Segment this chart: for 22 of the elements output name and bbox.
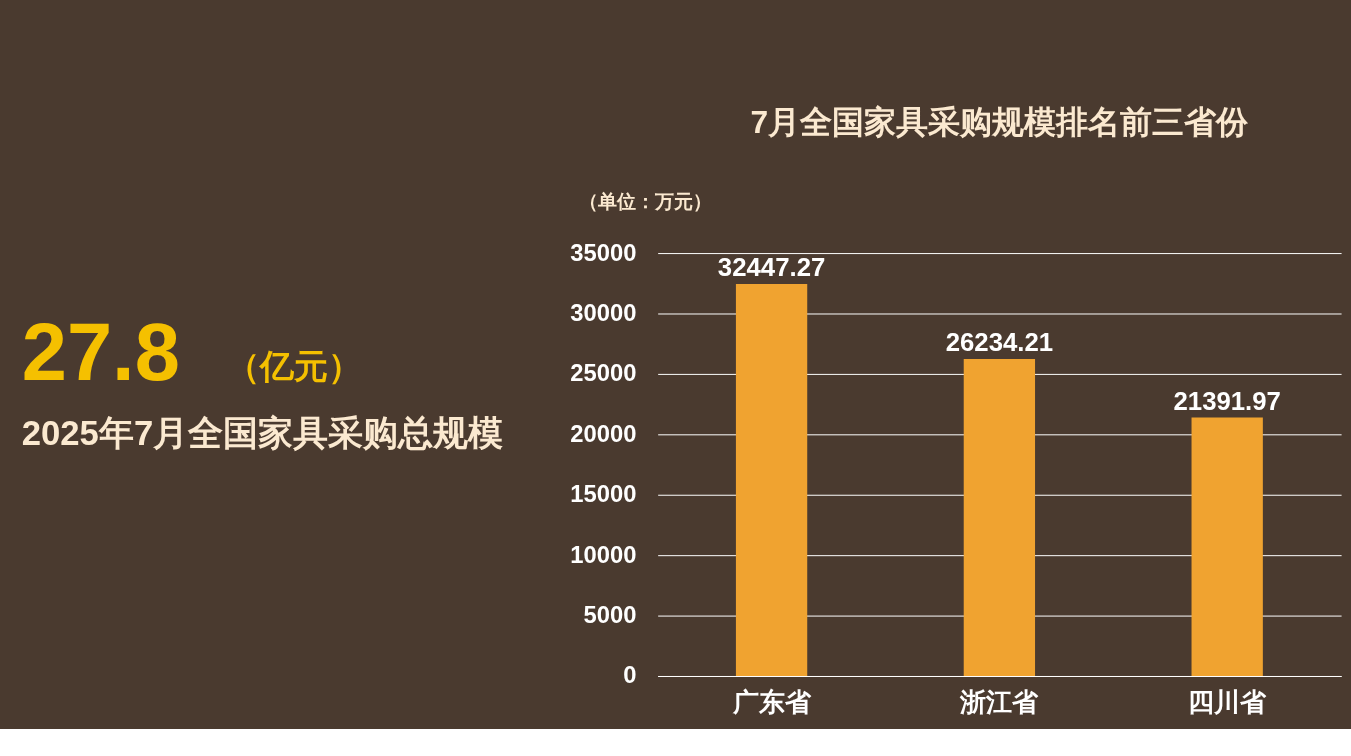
bar: [735, 283, 808, 676]
y-tick-label: 25000: [570, 359, 637, 387]
y-tick-label: 35000: [570, 238, 637, 266]
y-tick-label: 0: [623, 661, 637, 689]
bar: [963, 359, 1036, 676]
chart-title: 7月全国家具采购规模排名前三省份: [750, 104, 1250, 141]
data-label: 26234.21: [945, 328, 1054, 357]
text: 2025年7月全国家具采购总规模: [21, 414, 504, 453]
x-tick-label: 浙江省: [959, 688, 1040, 717]
x-tick-label: 四川省: [1188, 688, 1268, 717]
text: 27.8: [21, 305, 180, 397]
y-tick-label: 10000: [570, 540, 637, 568]
y-axis-title: （单位：万元）: [578, 191, 712, 213]
y-tick-label: 5000: [583, 601, 637, 629]
y-tick-label: 20000: [570, 419, 637, 447]
text: （亿元）: [225, 347, 362, 385]
bar: [1191, 417, 1263, 676]
y-tick-label: 15000: [570, 480, 637, 508]
data-label: 32447.27: [717, 252, 826, 281]
y-tick-label: 30000: [570, 298, 637, 326]
data-label: 21391.97: [1173, 386, 1281, 415]
x-tick-label: 广东省: [731, 688, 812, 717]
